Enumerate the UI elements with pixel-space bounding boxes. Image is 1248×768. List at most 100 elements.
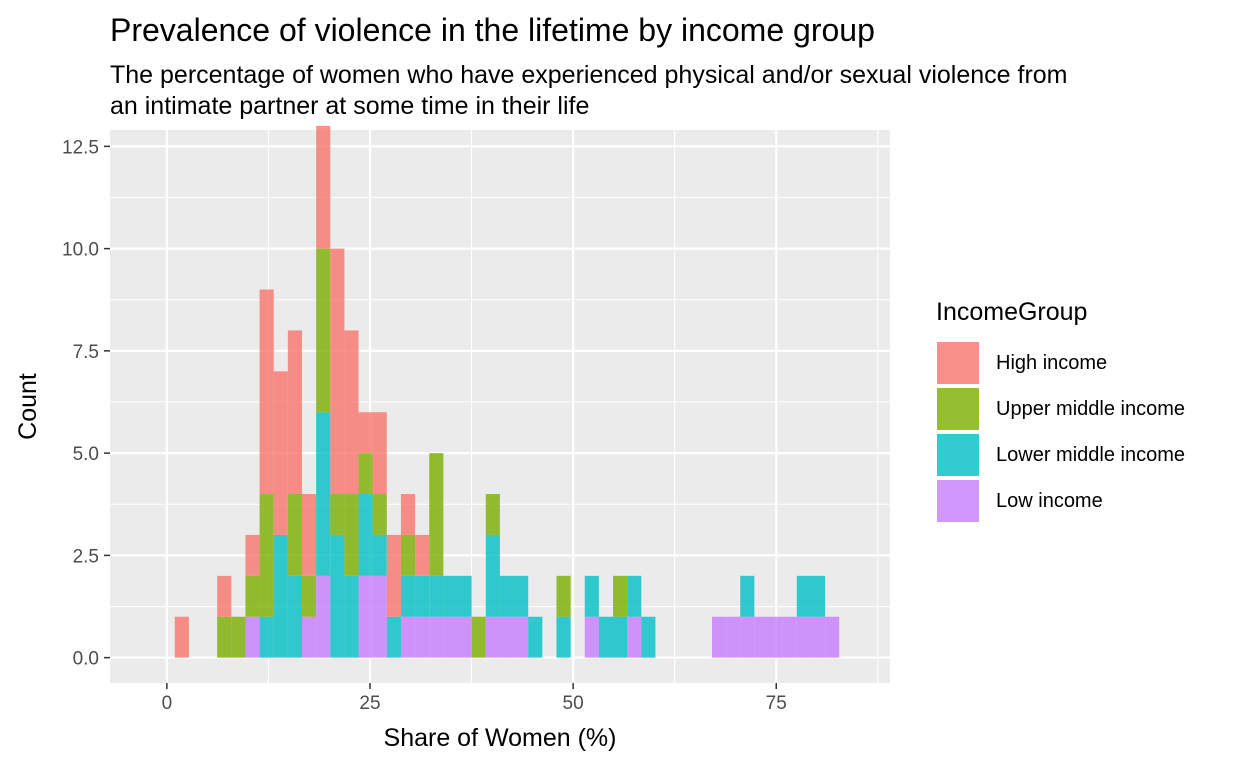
histogram-bar [358,494,373,576]
legend-item-high-income: High income [936,340,1185,386]
histogram-bar [613,616,628,658]
histogram-bar [245,616,260,658]
y-tick-label: 12.5 [62,137,99,158]
histogram-bar [499,575,515,617]
histogram-bar [330,494,345,535]
histogram-bar [344,330,359,495]
histogram-bar [344,575,359,658]
legend-item-lower-middle-income: Lower middle income [936,432,1185,478]
legend-label: High income [996,351,1108,374]
histogram-bar [400,494,416,535]
histogram-bar [443,575,458,617]
histogram-bar [740,575,755,617]
histogram-bar [528,616,543,658]
histogram-bar [400,575,416,617]
legend-key [936,341,980,385]
histogram-bar [584,575,599,617]
y-tick-label: 7.5 [73,342,99,363]
histogram-bar [796,616,811,658]
histogram-bar [245,534,260,576]
histogram-bar [316,248,331,413]
histogram-bar [273,371,288,535]
histogram-bar [217,616,232,658]
histogram-bar [287,330,302,495]
histogram-bar [245,575,260,617]
legend-key [936,387,980,431]
histogram-bar [259,289,274,495]
histogram-bar [259,494,274,617]
histogram-bar [372,412,387,495]
histogram-bar [273,534,288,658]
histogram-bar [386,616,401,658]
y-axis-label: Count [14,373,42,440]
histogram-bar [330,534,345,658]
histogram-bar [316,125,331,249]
legend-item-upper-middle-income: Upper middle income [936,386,1185,432]
histogram-bar [499,616,515,658]
histogram-bar [386,534,401,617]
histogram-bar [810,616,826,658]
legend-item-low-income: Low income [936,478,1185,524]
x-axis-label: Share of Women (%) [384,724,617,752]
y-tick-label: 10.0 [62,240,99,261]
histogram-bar [471,616,486,658]
histogram-bar [358,412,373,454]
x-tick-label: 75 [766,693,787,714]
histogram-bar [372,575,387,658]
histogram-bar [301,494,317,576]
histogram-bar [301,575,317,617]
histogram-bar [768,616,783,658]
histogram-bar [330,248,345,495]
histogram-bar [810,575,826,617]
histogram-bar [429,575,444,617]
histogram-bar [485,494,500,535]
legend-label: Low income [996,489,1103,512]
legend-label: Lower middle income [996,443,1185,466]
histogram-bar [344,494,359,576]
histogram-bar [641,616,656,658]
legend-key [936,479,980,523]
histogram-bar [598,616,614,658]
histogram-bar [400,616,416,658]
histogram-bar [400,534,416,576]
histogram-bar [316,412,331,576]
histogram-bar [556,616,571,658]
histogram-bar [415,616,430,658]
histogram-bar [443,616,458,658]
histogram-bar [217,575,232,617]
histogram-bar [287,575,302,658]
x-tick-label: 0 [162,693,173,714]
histogram-bar [415,534,430,576]
histogram-bar [301,616,317,658]
x-tick-label: 25 [359,693,380,714]
histogram-bar [429,453,444,576]
histogram-bar [372,534,387,576]
histogram-bar [415,575,430,617]
histogram-bar [627,575,642,617]
histogram-bar [556,575,571,617]
histogram-bar [358,575,373,658]
legend-label: Upper middle income [996,397,1185,420]
histogram-bar [796,575,811,617]
histogram-bar [825,616,840,658]
histogram-bar [782,616,797,658]
histogram-bar [485,534,500,617]
y-tick-label: 2.5 [73,546,99,567]
histogram-bar [372,494,387,535]
histogram-bar [514,575,529,617]
histogram-bar [711,616,727,658]
histogram-bar [485,616,500,658]
histogram-bar [726,616,741,658]
legend-title: IncomeGroup [936,298,1088,326]
histogram-bar [457,616,472,658]
x-tick-label: 50 [563,693,584,714]
chart-title: Prevalence of violence in the lifetime b… [110,12,875,48]
histogram-bar [231,616,246,658]
legend-key [936,433,980,477]
histogram-bar [429,616,444,658]
histogram-bar [613,575,628,617]
chart-subtitle: The percentage of women who have experie… [110,61,1068,120]
histogram-bar [316,575,331,658]
histogram-bar [740,616,755,658]
